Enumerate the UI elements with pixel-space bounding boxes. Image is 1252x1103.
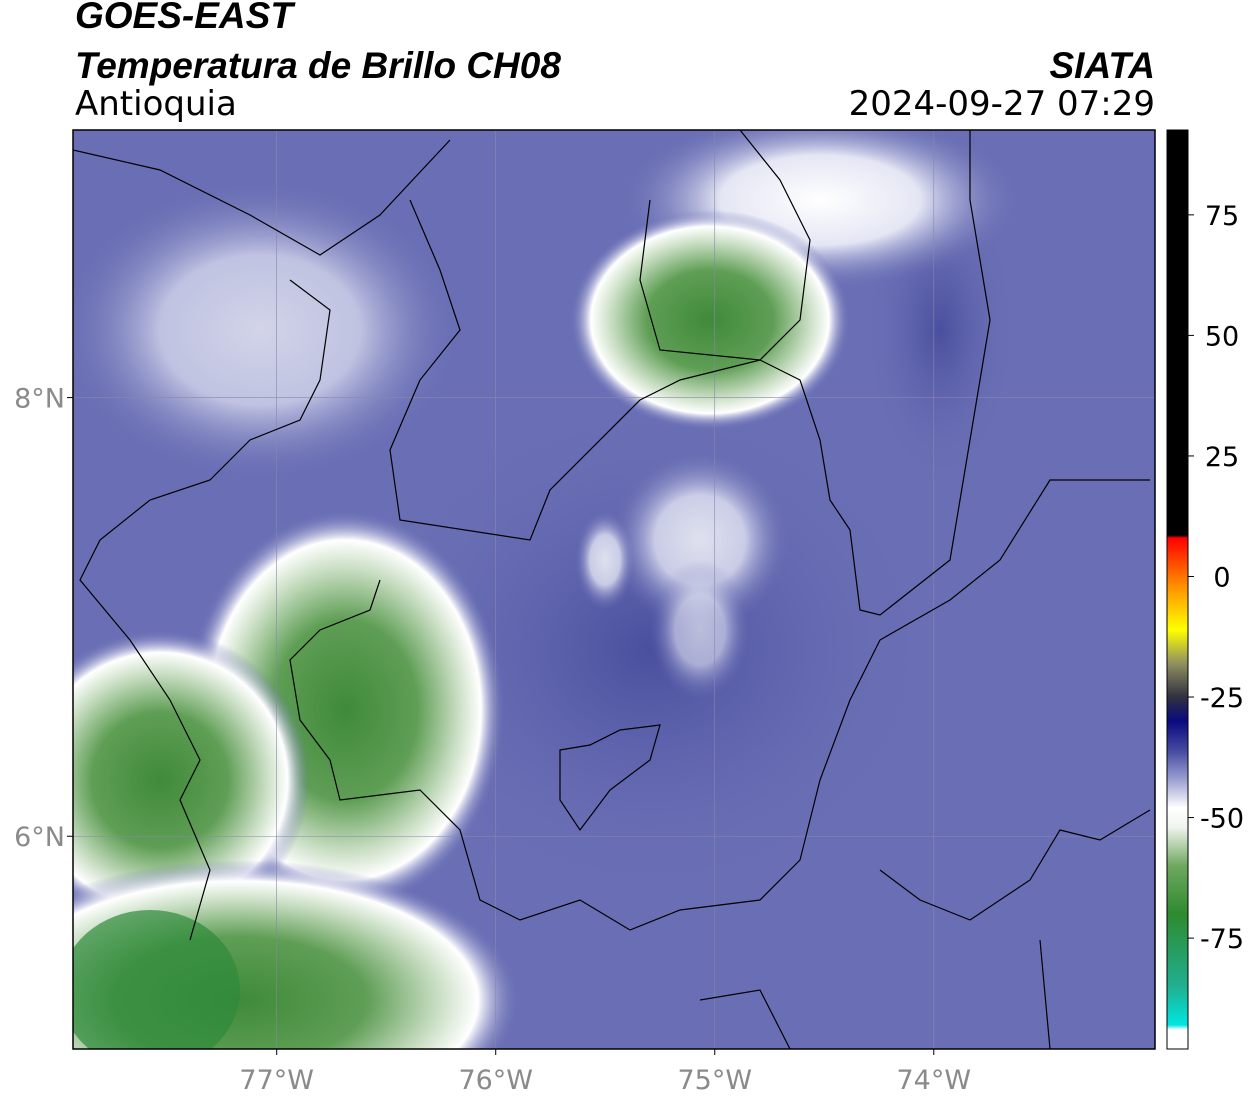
satellite-image [73, 130, 1155, 1049]
colorbar-tick-label: -50 [1200, 804, 1244, 835]
y-tick-label: 8°N [14, 384, 65, 415]
y-tick-label: 6°N [14, 822, 65, 853]
datetime: 2024-09-27 07:29 [849, 84, 1155, 124]
colorbar-tick-label: -25 [1200, 683, 1244, 714]
title: GOES-EAST [75, 0, 296, 36]
subtitle: Temperatura de Brillo CH08 [75, 45, 561, 86]
agency: SIATA [1049, 45, 1155, 86]
region: Antioquia [75, 84, 237, 124]
colorbar-tick-label: 25 [1205, 442, 1239, 473]
colorbar-tick-label: 75 [1205, 201, 1239, 232]
x-tick-label: 76°W [458, 1065, 533, 1096]
colorbar-tick-label: -75 [1200, 924, 1244, 955]
map-frame [72, 129, 1156, 1050]
x-tick-label: 77°W [239, 1065, 314, 1096]
colorbar-tick-label: 50 [1205, 321, 1239, 352]
colorbar [1166, 129, 1189, 1050]
x-tick-label: 74°W [897, 1065, 972, 1096]
colorbar-tick-label: 0 [1213, 562, 1230, 593]
x-tick-label: 75°W [677, 1065, 752, 1096]
